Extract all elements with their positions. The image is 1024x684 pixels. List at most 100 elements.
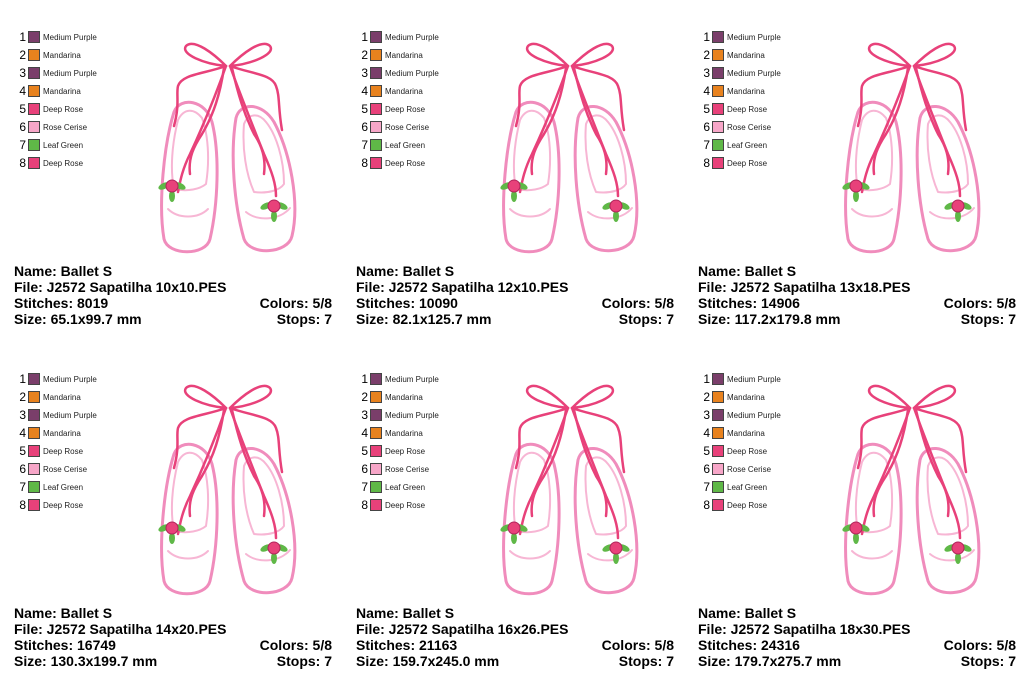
legend-color-name: Medium Purple	[385, 68, 439, 78]
shoe-outline	[573, 105, 639, 253]
legend-color-swatch	[28, 373, 40, 385]
design-info: Name: Ballet S File: J2572 Sapatilha 16x…	[356, 605, 674, 669]
legend-color-swatch	[370, 67, 382, 79]
design-name: Name: Ballet S	[14, 605, 113, 621]
stitches-colors-row: Stitches: 21163 Colors: 5/8	[356, 637, 674, 653]
shoe-outline	[231, 447, 297, 595]
legend-color-swatch	[712, 445, 724, 457]
legend-item: 5 Deep Rose	[14, 442, 154, 460]
legend-item: 4 Mandarina	[356, 82, 496, 100]
shoe-inner-line	[245, 207, 291, 220]
ribbon-line	[228, 384, 273, 410]
legend-item: 3 Medium Purple	[698, 406, 838, 424]
ribbon-line	[912, 406, 968, 474]
shoe-inner-line	[245, 549, 291, 562]
legend-item: 1 Medium Purple	[356, 370, 496, 388]
legend-number: 3	[19, 66, 26, 80]
leaf	[271, 552, 277, 564]
shoe-inner-line	[929, 207, 975, 220]
stop-count: Stops: 7	[618, 653, 674, 669]
leaf	[853, 532, 859, 544]
leaf	[955, 210, 961, 222]
legend-number: 4	[703, 84, 710, 98]
leaf	[169, 190, 175, 202]
legend-item: 8 Deep Rose	[698, 154, 838, 172]
legend-color-name: Medium Purple	[727, 410, 781, 420]
ribbon-line	[176, 64, 228, 194]
design-name: Name: Ballet S	[698, 605, 797, 621]
legend-item: 6 Rose Cerise	[14, 118, 154, 136]
legend-number: 3	[703, 408, 710, 422]
legend-color-name: Leaf Green	[727, 140, 768, 150]
legend-number: 4	[361, 426, 368, 440]
legend-number: 4	[19, 84, 26, 98]
legend-item: 2 Mandarina	[698, 388, 838, 406]
legend-item: 7 Leaf Green	[356, 478, 496, 496]
legend-color-swatch	[28, 157, 40, 169]
legend-number: 7	[19, 138, 26, 152]
design-size: Size: 117.2x179.8 mm	[698, 311, 841, 327]
legend-item: 1 Medium Purple	[698, 370, 838, 388]
legend-color-name: Deep Rose	[727, 104, 768, 114]
ribbon-line	[570, 64, 626, 132]
legend-item: 7 Leaf Green	[698, 136, 838, 154]
legend-item: 6 Rose Cerise	[698, 460, 838, 478]
legend-color-swatch	[370, 499, 382, 511]
color-count: Colors: 5/8	[943, 637, 1016, 653]
legend-color-swatch	[28, 31, 40, 43]
color-legend: 1 Medium Purple 2 Mandarina 3 Medium Purple 4 M…	[698, 370, 838, 514]
design-info: Name: Ballet S File: J2572 Sapatilha 18x…	[698, 605, 1016, 669]
ribbon-line	[872, 66, 910, 176]
legend-number: 1	[703, 30, 710, 44]
shoe-inner-line	[170, 451, 210, 534]
size-stops-row: Size: 65.1x99.7 mm Stops: 7	[14, 311, 332, 327]
legend-number: 7	[361, 138, 368, 152]
legend-color-swatch	[28, 481, 40, 493]
ribbon-line	[867, 384, 912, 410]
rose-flower	[849, 521, 863, 535]
legend-item: 3 Medium Purple	[356, 406, 496, 424]
ribbon-line	[525, 42, 570, 68]
leaf	[511, 190, 517, 202]
ribbon-line	[183, 42, 228, 68]
shoe-inner-line	[584, 114, 627, 194]
legend-color-name: Deep Rose	[43, 500, 84, 510]
size-stops-row: Size: 82.1x125.7 mm Stops: 7	[356, 311, 674, 327]
legend-color-name: Mandarina	[385, 428, 423, 438]
leaf	[169, 532, 175, 544]
legend-color-name: Mandarina	[727, 50, 765, 60]
color-legend: 1 Medium Purple 2 Mandarina 3 Medium Purple 4 M…	[698, 28, 838, 172]
legend-item: 8 Deep Rose	[698, 496, 838, 514]
legend-color-swatch	[712, 67, 724, 79]
legend-number: 7	[703, 480, 710, 494]
legend-color-name: Mandarina	[385, 50, 423, 60]
legend-number: 5	[703, 102, 710, 116]
leaf	[271, 210, 277, 222]
stitch-count: Stitches: 10090	[356, 295, 458, 311]
legend-color-swatch	[28, 391, 40, 403]
legend-number: 8	[361, 498, 368, 512]
ribbon-line	[912, 64, 968, 132]
legend-color-swatch	[370, 427, 382, 439]
shoe-outline	[844, 442, 903, 596]
legend-item: 2 Mandarina	[356, 388, 496, 406]
legend-number: 6	[361, 462, 368, 476]
legend-item: 4 Mandarina	[14, 424, 154, 442]
rose-flower	[267, 541, 281, 555]
ribbon-line	[860, 406, 912, 536]
legend-item: 5 Deep Rose	[356, 100, 496, 118]
ribbon-line	[228, 406, 284, 474]
shoe-inner-line	[512, 451, 552, 534]
design-size: Size: 159.7x245.0 mm	[356, 653, 500, 669]
size-stops-row: Size: 159.7x245.0 mm Stops: 7	[356, 653, 674, 669]
legend-color-name: Leaf Green	[43, 140, 84, 150]
legend-color-name: Mandarina	[727, 428, 765, 438]
shoe-inner-line	[242, 114, 285, 194]
shoe-inner-line	[926, 456, 969, 536]
rose-flower	[507, 179, 521, 193]
color-count: Colors: 5/8	[601, 637, 674, 653]
legend-item: 1 Medium Purple	[14, 28, 154, 46]
legend-number: 6	[19, 462, 26, 476]
legend-number: 5	[19, 102, 26, 116]
legend-item: 8 Deep Rose	[356, 496, 496, 514]
